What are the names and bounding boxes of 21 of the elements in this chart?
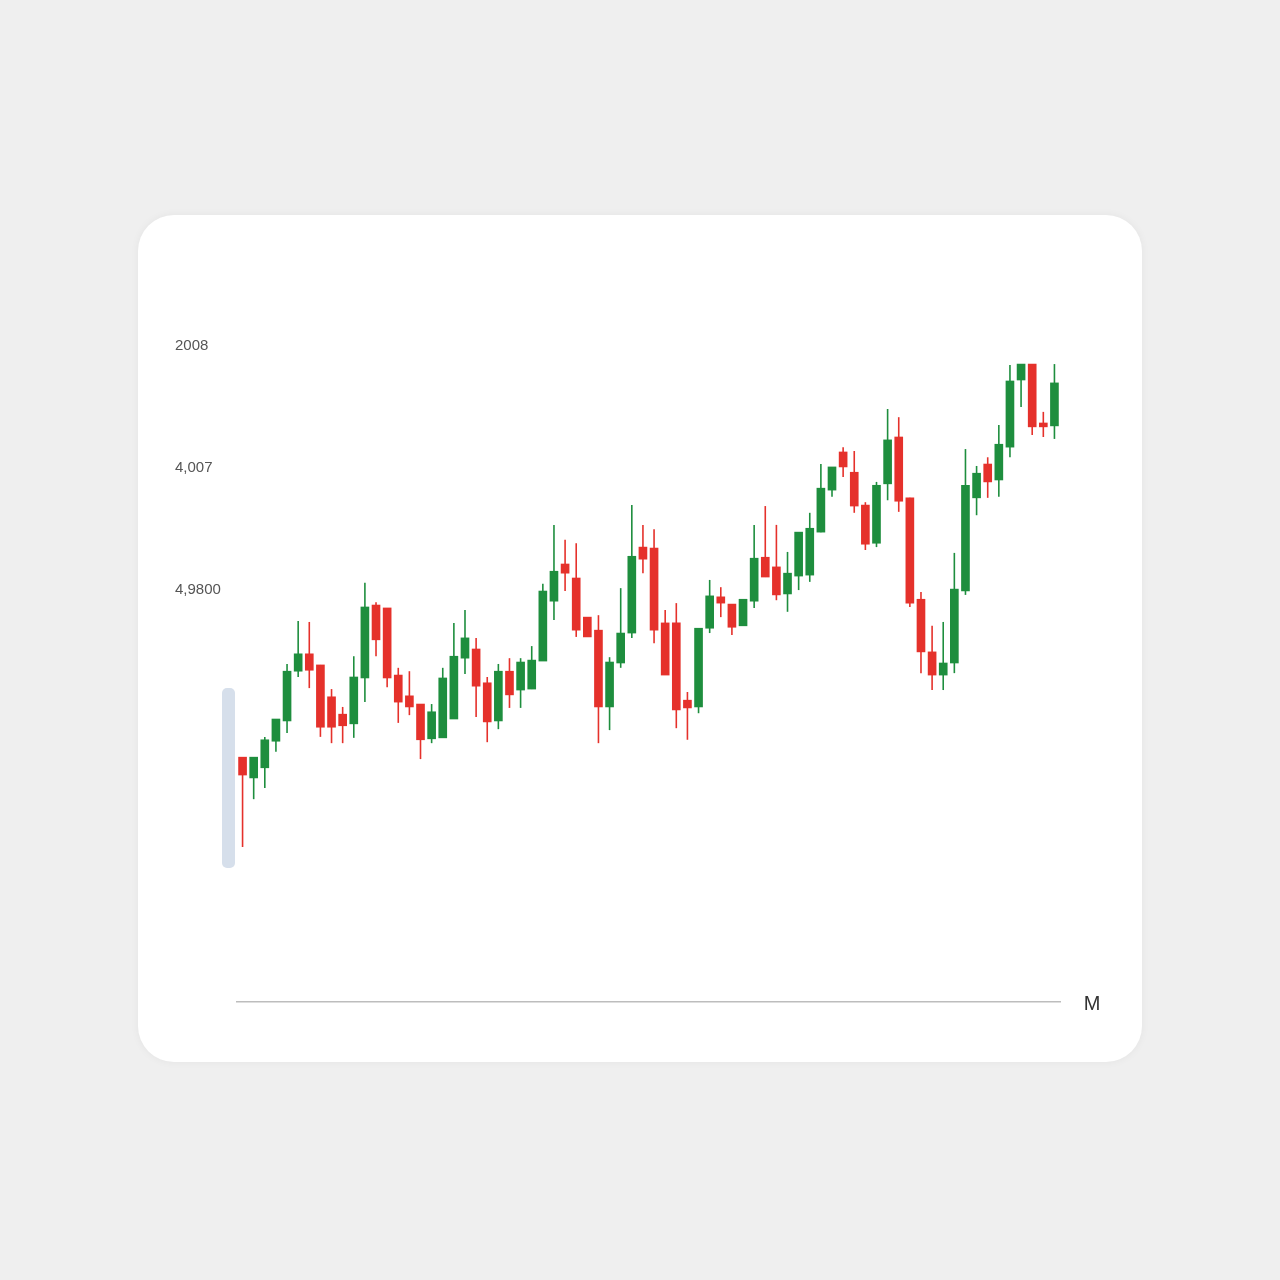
candlestick — [583, 616, 592, 638]
candlestick — [293, 620, 303, 678]
text: 2008 — [175, 336, 209, 354]
candlestick — [271, 718, 281, 753]
candlestick — [716, 586, 726, 618]
candlestick — [338, 706, 347, 744]
candlestick — [249, 756, 259, 800]
candlestick — [938, 621, 948, 691]
candlestick — [560, 539, 570, 592]
text: M — [1083, 991, 1101, 1014]
candlestick — [727, 603, 737, 636]
candlestick — [1038, 411, 1048, 438]
text: 4,007 — [175, 458, 213, 476]
candlestick — [783, 551, 792, 613]
text: 4,9800 — [175, 580, 221, 598]
candlestick — [304, 621, 314, 689]
candlestick — [238, 756, 247, 848]
candlestick — [983, 456, 993, 499]
candlestick — [405, 670, 414, 716]
candlestick — [760, 505, 770, 578]
candlestick — [683, 691, 692, 741]
